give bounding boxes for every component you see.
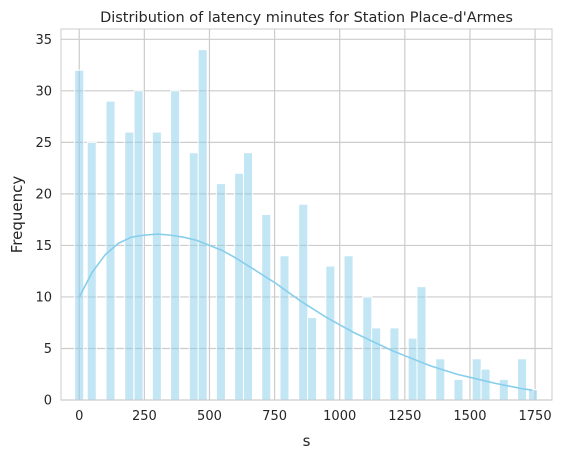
histogram-bar	[86, 141, 97, 401]
histogram-bar	[480, 368, 491, 401]
y-tick-label: 20	[35, 187, 52, 202]
y-tick-label: 5	[44, 342, 52, 357]
histogram-bar	[435, 358, 446, 401]
histogram-bar	[242, 152, 254, 401]
histogram-bar	[416, 286, 427, 401]
histogram-bar	[215, 183, 226, 401]
x-tick-label: 1500	[453, 409, 486, 424]
y-tick-label: 0	[44, 394, 52, 409]
y-axis-ticks: 0 5 10 15 20 25 30 35	[35, 33, 52, 409]
x-tick-label: 1000	[323, 409, 356, 424]
x-tick-label: 500	[197, 409, 222, 424]
histogram-bar	[307, 317, 318, 401]
y-tick-label: 30	[35, 84, 52, 99]
histogram-bar	[188, 152, 199, 401]
histogram-bar	[498, 378, 509, 401]
histogram-bar	[74, 69, 85, 401]
chart-title: Distribution of latency minutes for Stat…	[100, 10, 513, 26]
histogram-bar	[133, 90, 144, 401]
histogram-bar	[234, 172, 245, 401]
y-tick-label: 25	[35, 136, 52, 151]
x-axis-ticks: 0 250 500 750 1000 1250 1500 1750	[75, 409, 552, 424]
y-tick-label: 10	[35, 290, 52, 305]
x-tick-label: 1750	[519, 409, 552, 424]
y-tick-label: 15	[35, 239, 52, 254]
histogram-bar	[453, 378, 464, 401]
histogram-bar	[527, 389, 539, 401]
x-tick-label: 1250	[388, 409, 421, 424]
histogram-bar	[151, 131, 162, 401]
histogram-bar	[371, 327, 382, 401]
kde-curve-line	[78, 233, 533, 392]
histogram-bar	[197, 49, 208, 401]
histogram-bar	[362, 296, 373, 401]
histogram-bar	[517, 358, 528, 401]
histogram-bar	[407, 337, 418, 401]
histogram-bar	[279, 255, 290, 401]
y-axis-title: Frequency	[8, 176, 26, 254]
histogram-bar	[124, 131, 135, 401]
histogram-bar	[325, 265, 336, 401]
axes-frame	[60, 28, 553, 401]
histogram-bar	[389, 327, 400, 401]
histogram-bar	[170, 90, 181, 401]
x-axis-title: s	[303, 432, 311, 450]
x-tick-label: 750	[262, 409, 287, 424]
histogram-bar	[261, 214, 272, 401]
x-tick-label: 250	[132, 409, 157, 424]
x-tick-label: 0	[75, 409, 83, 424]
y-tick-label: 35	[35, 33, 52, 48]
